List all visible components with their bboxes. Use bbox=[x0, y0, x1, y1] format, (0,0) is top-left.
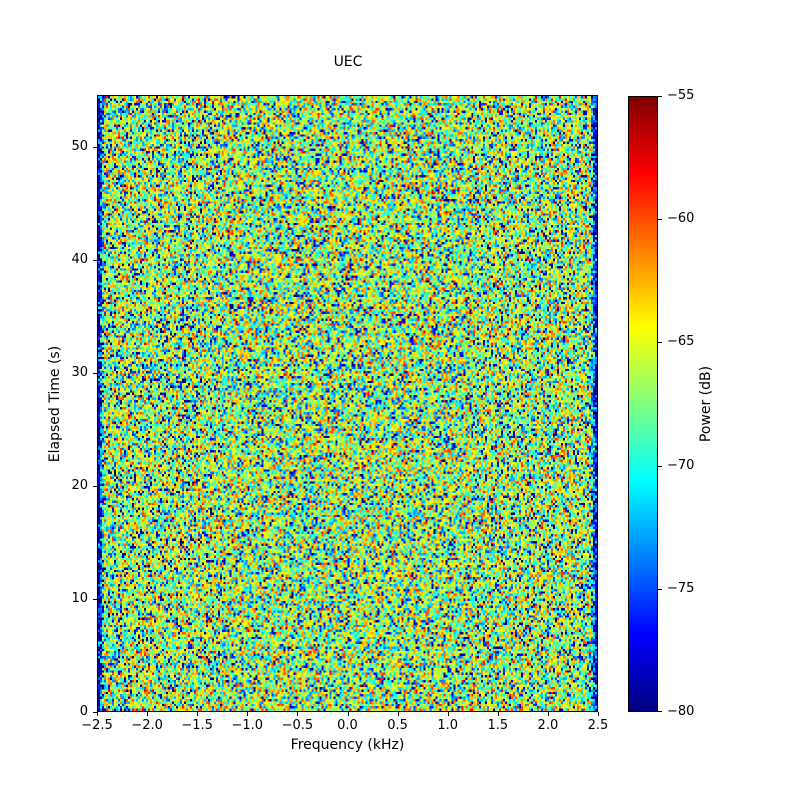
y-tick-label: 50 bbox=[71, 138, 88, 154]
y-tick-label: 20 bbox=[71, 477, 88, 493]
colorbar-tick-mark bbox=[658, 711, 662, 712]
y-tick-mark bbox=[93, 259, 97, 261]
x-tick-label: 0.5 bbox=[387, 718, 408, 733]
colorbar-tick-mark bbox=[658, 342, 662, 344]
y-tick-mark bbox=[93, 372, 97, 374]
y-tick-label: 30 bbox=[71, 364, 88, 380]
x-tick-mark bbox=[547, 712, 549, 716]
colorbar-tick-mark bbox=[658, 96, 662, 97]
x-tick-mark bbox=[297, 712, 299, 716]
x-tick-label: −0.5 bbox=[281, 718, 314, 733]
colorbar-tick-mark bbox=[658, 219, 662, 221]
x-tick-label: 1.5 bbox=[487, 718, 509, 733]
x-tick-label: 0.0 bbox=[337, 718, 358, 733]
y-tick-label: 40 bbox=[71, 251, 88, 267]
y-tick-label: 10 bbox=[71, 590, 88, 606]
x-tick-label: −1.0 bbox=[231, 718, 264, 733]
colorbar-tick-label: −75 bbox=[667, 580, 695, 596]
x-tick-label: −1.5 bbox=[181, 718, 213, 733]
x-tick-label: −2.5 bbox=[81, 718, 113, 733]
colorbar-tick-label: −80 bbox=[667, 704, 695, 719]
x-axis-label: Frequency (kHz) bbox=[290, 737, 405, 753]
y-axis-label: Elapsed Time (s) bbox=[47, 345, 63, 463]
y-tick-mark bbox=[93, 598, 97, 600]
y-tick-mark bbox=[93, 146, 97, 148]
x-tick-label: −2.0 bbox=[131, 718, 163, 733]
y-tick-mark bbox=[93, 485, 97, 487]
x-tick-mark bbox=[97, 712, 98, 716]
x-tick-mark bbox=[447, 712, 449, 716]
y-tick-mark bbox=[93, 712, 97, 713]
colorbar-tick-label: −55 bbox=[667, 88, 695, 103]
x-tick-mark bbox=[147, 712, 149, 716]
x-tick-label: 2.5 bbox=[587, 718, 609, 733]
spectrogram-plot bbox=[97, 95, 598, 712]
colorbar-gradient bbox=[628, 96, 658, 712]
x-tick-label: 1.0 bbox=[437, 718, 459, 733]
x-tick-mark bbox=[598, 712, 599, 716]
colorbar-label: Power (dB) bbox=[698, 365, 714, 443]
colorbar-tick-mark bbox=[658, 588, 662, 590]
x-tick-mark bbox=[347, 712, 349, 716]
y-tick-label: 0 bbox=[79, 704, 88, 719]
colorbar-tick-label: −70 bbox=[667, 457, 695, 473]
x-tick-mark bbox=[197, 712, 199, 716]
colorbar-tick-mark bbox=[658, 465, 662, 467]
colorbar-tick-label: −60 bbox=[667, 211, 695, 227]
x-tick-mark bbox=[397, 712, 399, 716]
x-tick-mark bbox=[247, 712, 249, 716]
spectrogram-canvas bbox=[98, 96, 597, 711]
x-tick-label: 2.0 bbox=[537, 718, 559, 733]
title-line-observatory: UEC bbox=[333, 54, 363, 70]
x-tick-mark bbox=[497, 712, 499, 716]
colorbar-tick-label: −65 bbox=[667, 334, 695, 350]
